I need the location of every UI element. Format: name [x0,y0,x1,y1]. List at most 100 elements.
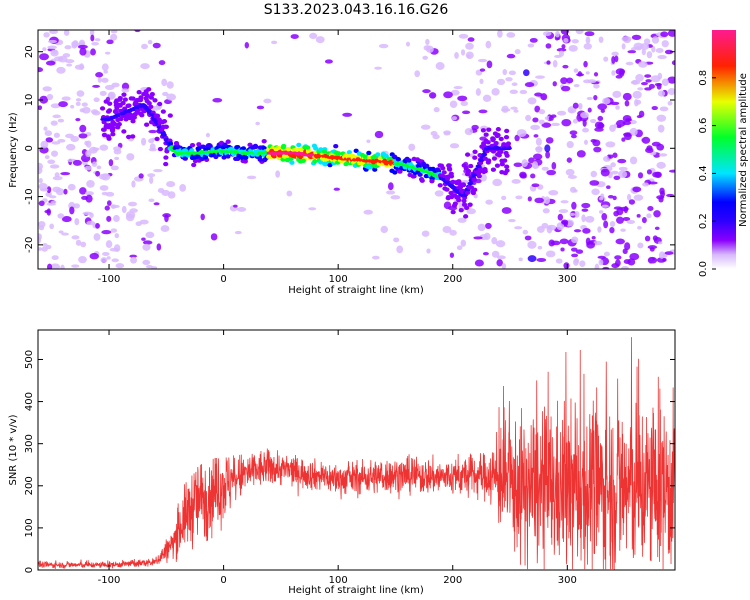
spectrogram-x-label: Height of straight line (km) [288,285,424,296]
spectrogram-cell [506,53,516,59]
spectrogram-cell [91,42,99,46]
spectrogram-cell [225,154,231,159]
spectrogram-cell [434,190,444,197]
spectrogram-cell [646,213,652,219]
spectrogram-cell [565,168,575,176]
spectrogram-cell [622,92,632,101]
spectrogram-cell [125,134,132,140]
spectrogram-cell [514,226,523,230]
spectrogram-y-tick-label: -20 [24,237,35,253]
spectrogram-cell [582,127,589,133]
snr-y-tick-label: 0 [24,567,35,573]
spectrogram-cell [482,94,492,102]
spectrogram-cell [537,245,543,250]
spectrogram-cell [45,60,56,66]
spectrogram-cell [509,89,518,94]
spectrogram-cell [121,129,127,134]
spectrogram-cell [570,134,577,139]
spectrogram-cell [63,30,70,36]
spectrogram-cell [508,218,516,223]
spectrogram-cell [491,88,500,96]
spectrogram-cell [491,250,500,258]
spectrogram-cell [104,205,110,211]
spectrogram-cell [225,139,231,144]
spectrogram-cell [504,153,510,158]
spectrogram-cell [75,117,81,122]
spectrogram-cell [426,248,431,254]
spectrogram-cell [587,107,592,113]
spectrogram-cell [42,243,48,247]
spectrogram-cell [99,144,109,151]
spectrogram-cell [635,73,644,82]
spectrogram-cell [594,121,604,129]
spectrogram-cell [530,173,536,179]
colorbar: 0.0 0.2 0.4 0.6 0.8 Normalized spectral ampl… [698,30,749,277]
spectrogram-cell [591,188,600,196]
spectrogram-cell [200,213,205,221]
spectrogram-cell [477,223,486,232]
spectrogram-cell [45,137,54,143]
spectrogram-cell [535,145,543,153]
snr-y-tick-label: 200 [24,476,35,495]
spectrogram-cell [38,67,44,73]
spectrogram-cell [121,88,130,93]
spectrogram-cell [515,195,523,200]
spectrogram-cell [513,109,519,113]
spectrogram-cell [514,134,520,142]
spectrogram-cell [39,95,49,104]
spectrogram-cell [601,213,608,221]
spectrogram-cell [51,255,59,261]
spectrogram-cell [58,101,68,108]
spectrogram-cell [501,207,512,214]
spectrogram-cell [657,124,665,133]
spectrogram-cell [569,212,575,216]
spectrogram-cell [110,204,116,209]
spectrogram-cell [527,43,535,48]
spectrogram-cell [612,90,622,98]
spectrogram-cell [153,169,163,173]
spectrogram-cell [90,34,95,42]
spectrogram-cell [586,96,593,101]
spectrogram-cell [625,118,632,122]
spectrogram-cell [56,66,66,74]
spectrogram-cell [305,145,311,150]
spectrogram-cell [96,165,102,170]
spectrogram-cell [447,167,453,172]
spectrogram-cell [480,128,486,133]
spectrogram-cell [566,157,573,163]
spectrogram-cell [425,38,430,46]
spectrogram-cell [585,215,595,223]
spectrogram-cell [433,106,440,113]
spectrogram-cell [143,91,149,96]
spectrogram-cell [152,98,158,103]
spectrogram-cell [646,169,652,175]
spectrogram-cell [99,185,109,191]
spectrogram-cell [603,56,609,62]
figure-title: S133.2023.043.16.16.G26 [264,2,449,18]
spectrogram-cell [161,189,170,197]
spectrogram-cell [327,162,333,168]
spectrogram-cell [102,251,110,256]
spectrogram-cell [609,220,616,227]
spectrogram-cell [67,183,76,191]
spectrogram-cell [458,33,469,39]
spectrogram-cell [573,258,579,266]
spectrogram-cell [142,243,151,251]
spectrogram-cell [137,97,144,103]
spectrogram-cell [600,109,606,113]
spectrogram-cell [234,230,242,235]
spectrogram-cell [593,72,599,77]
spectrogram-cell [655,47,664,53]
spectrogram-cell [645,147,654,154]
spectrogram-cell [619,69,625,77]
spectrogram-cell [585,237,591,246]
spectrogram-cell [372,255,380,260]
spectrogram-cell [583,79,592,84]
spectrogram-cell [483,132,489,137]
spectrogram-cell [622,120,632,126]
spectrogram-cell [101,173,111,181]
spectrogram-cell [113,214,120,223]
spectrogram-cell [545,137,554,144]
spectrogram-cell [132,112,138,117]
spectrogram-cell [576,150,586,158]
